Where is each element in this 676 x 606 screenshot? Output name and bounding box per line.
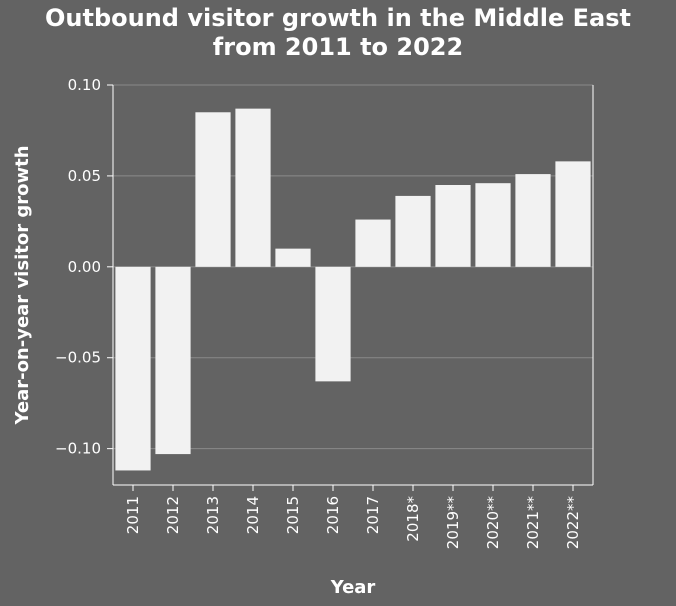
x-tick-label: 2018* <box>404 496 422 542</box>
bar-2019 <box>435 185 471 267</box>
x-tick-label: 2020** <box>484 496 502 550</box>
x-tick-label: 2011 <box>124 496 142 534</box>
x-tick-label: 2012 <box>164 496 182 534</box>
bar-2017 <box>355 219 391 267</box>
bar-2015 <box>275 248 311 267</box>
x-tick-label: 2013 <box>204 496 222 534</box>
x-tick-label: 2017 <box>364 496 382 534</box>
chart-title-line-2: from 2011 to 2022 <box>212 33 464 61</box>
bar-2014 <box>235 108 271 267</box>
bar-2021 <box>515 174 551 267</box>
y-tick-label: 0.00 <box>68 258 101 276</box>
bar-2013 <box>195 112 231 267</box>
y-tick-label: 0.05 <box>68 167 101 185</box>
axes <box>107 84 594 491</box>
x-tick-label: 2019** <box>444 496 462 550</box>
x-tick-label: 2015 <box>284 496 302 534</box>
bar-2012 <box>155 266 191 455</box>
bar-2022 <box>555 161 591 267</box>
y-axis-label: Year-on-year visitor growth <box>12 145 33 425</box>
x-tick-label: 2022** <box>564 496 582 550</box>
chart-title: Outbound visitor growth in the Middle Ea… <box>0 4 676 62</box>
y-tick-labels: −0.10 −0.05 0.00 0.05 0.10 <box>55 76 101 458</box>
x-tick-label: 2021** <box>524 496 542 550</box>
bars <box>115 108 591 471</box>
x-tick-labels: 2011 2012 2013 2014 2015 2016 2017 2018* 2019** 2… <box>124 496 582 550</box>
bar-2016 <box>315 266 351 382</box>
bar-2018 <box>395 195 431 267</box>
x-tick-label: 2016 <box>324 496 342 534</box>
x-tick-label: 2014 <box>244 496 262 534</box>
y-tick-label: −0.05 <box>55 349 101 367</box>
bar-2011 <box>115 266 151 471</box>
chart-title-line-1: Outbound visitor growth in the Middle Ea… <box>45 4 631 32</box>
y-tick-label: −0.10 <box>55 440 101 458</box>
bar-2020 <box>475 183 511 267</box>
y-tick-label: 0.10 <box>68 76 101 94</box>
x-axis-label: Year <box>330 577 376 598</box>
grid-lines <box>113 84 593 450</box>
